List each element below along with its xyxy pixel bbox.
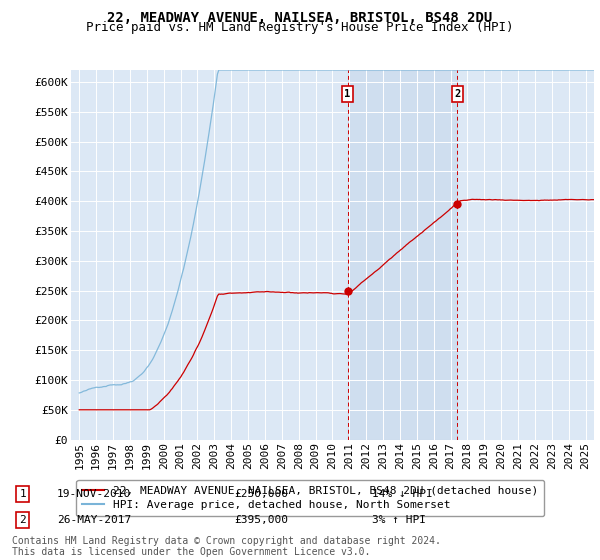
Text: £250,000: £250,000 (234, 489, 288, 499)
Text: 26-MAY-2017: 26-MAY-2017 (57, 515, 131, 525)
Text: 2: 2 (454, 89, 460, 99)
Legend: 22, MEADWAY AVENUE, NAILSEA, BRISTOL, BS48 2DU (detached house), HPI: Average pr: 22, MEADWAY AVENUE, NAILSEA, BRISTOL, BS… (76, 480, 544, 516)
Text: 19-NOV-2010: 19-NOV-2010 (57, 489, 131, 499)
Bar (347, 70, 457, 440)
Text: Contains HM Land Registry data © Crown copyright and database right 2024.
This d: Contains HM Land Registry data © Crown c… (12, 535, 441, 557)
Text: Price paid vs. HM Land Registry's House Price Index (HPI): Price paid vs. HM Land Registry's House … (86, 21, 514, 35)
Text: 14% ↓ HPI: 14% ↓ HPI (372, 489, 433, 499)
Text: 1: 1 (344, 89, 351, 99)
Text: 3% ↑ HPI: 3% ↑ HPI (372, 515, 426, 525)
Text: £395,000: £395,000 (234, 515, 288, 525)
Text: 22, MEADWAY AVENUE, NAILSEA, BRISTOL, BS48 2DU: 22, MEADWAY AVENUE, NAILSEA, BRISTOL, BS… (107, 11, 493, 25)
Text: 2: 2 (19, 515, 26, 525)
Text: 1: 1 (19, 489, 26, 499)
